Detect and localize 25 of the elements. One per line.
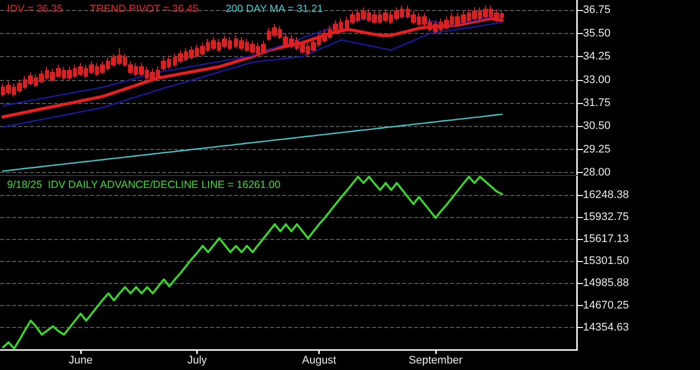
line-series [2,176,504,350]
text: 200 DAY MA = 31.21 [226,3,324,15]
x-tick-label: June [68,354,93,366]
x-tick-label: September [408,354,463,366]
y-tick-label: 29.25 [583,143,611,156]
y-tick-label: 16248.38 [583,188,629,201]
y-tick-label: 28.00 [583,166,611,178]
x-tick-label: August [302,354,336,366]
y-tick-label: 33.00 [583,74,611,86]
y-tick-label: 14985.88 [583,277,629,290]
y-tick-label: 36.75 [583,4,611,16]
y-tick-label: 34.25 [583,50,611,63]
y-tick-label: 15301.50 [583,255,629,268]
y-tick-label: 35.50 [583,27,611,40]
text: TREND PIVOT = 36.45 [90,3,199,15]
text: IDV = 36.35 [7,3,63,15]
y-tick-label: 14670.25 [583,299,629,312]
y-tick-label: 30.50 [583,120,611,132]
line-series [2,114,503,172]
text: 9/18/25 IDV DAILY ADVANCE/DECLINE LINE = 16261.00 [7,179,281,191]
y-tick-label: 15617.13 [583,233,629,246]
y-tick-label: 31.75 [583,96,611,109]
y-tick-label: 15932.75 [583,211,629,224]
x-tick-label: July [187,354,208,366]
y-tick-label: 14354.63 [583,321,629,334]
